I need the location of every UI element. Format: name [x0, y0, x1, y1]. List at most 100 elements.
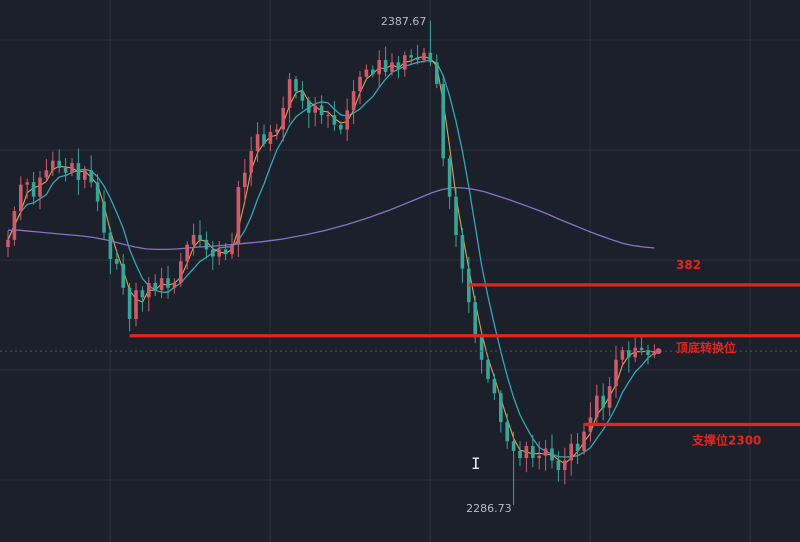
candle-body: [83, 170, 87, 180]
candle-body: [556, 460, 561, 471]
candle-body: [505, 422, 509, 442]
candle: [492, 373, 497, 400]
candle-body: [294, 79, 298, 92]
candle-body: [422, 52, 426, 60]
candle-body: [262, 134, 266, 144]
candle-body: [147, 282, 151, 298]
candle-body: [383, 59, 388, 72]
high-price-label: 2387.67: [381, 15, 427, 28]
candle: [127, 282, 132, 332]
candle: [44, 159, 49, 182]
candle-body: [511, 441, 516, 451]
candle: [422, 47, 426, 63]
candle: [102, 190, 106, 240]
candle: [447, 155, 452, 209]
annotation-label-2: 支撑位2300: [691, 432, 761, 447]
candle-body: [403, 55, 407, 70]
text-cursor-glyph: I: [471, 454, 481, 473]
candle-body: [198, 235, 202, 240]
candle-body: [569, 443, 573, 461]
candle-body: [326, 115, 330, 117]
candle-body: [499, 393, 503, 423]
candle: [230, 232, 234, 259]
current-price-dot: [655, 348, 662, 355]
candle-body: [595, 395, 599, 418]
candle: [12, 206, 17, 246]
candle: [300, 80, 305, 110]
candle-body: [409, 55, 413, 58]
candle-body: [563, 460, 567, 471]
candle: [204, 231, 209, 259]
candle: [531, 434, 535, 468]
candle-body: [460, 235, 465, 269]
candle-body: [204, 239, 209, 250]
candle: [6, 230, 10, 257]
candle-body: [31, 182, 36, 197]
candle-body: [211, 249, 215, 257]
candle-body: [518, 450, 522, 459]
candle: [486, 355, 490, 383]
candle: [627, 341, 631, 373]
candle-body: [275, 129, 279, 132]
candle-body: [473, 302, 477, 336]
candle-body: [531, 446, 535, 459]
candle-body: [140, 290, 145, 298]
candle: [569, 433, 573, 476]
candle-body: [441, 83, 445, 159]
candle: [428, 20, 433, 67]
candle: [441, 75, 445, 167]
candle-body: [339, 124, 343, 130]
candle: [179, 252, 183, 287]
candle: [255, 122, 260, 162]
candle-body: [115, 259, 119, 264]
candle-body: [300, 91, 305, 101]
candle-body: [223, 249, 228, 255]
candle-body: [415, 57, 420, 60]
candle-body: [633, 347, 637, 358]
candle-body: [76, 163, 81, 180]
candle-body: [524, 446, 529, 459]
candle: [63, 158, 68, 182]
candle: [435, 54, 439, 89]
candle-body: [614, 359, 618, 387]
candle-body: [70, 163, 74, 173]
candle-body: [230, 244, 234, 255]
candle: [89, 155, 93, 188]
candle-body: [127, 287, 132, 319]
candle-body: [486, 359, 490, 379]
candle-body: [620, 350, 625, 360]
candle-body: [102, 201, 106, 233]
candle: [390, 53, 394, 76]
candle-body: [351, 91, 356, 111]
candle: [332, 101, 337, 131]
candle: [211, 241, 215, 270]
candle: [249, 136, 253, 187]
candle-body: [166, 278, 170, 288]
candle: [281, 96, 285, 142]
candle-body: [51, 160, 55, 171]
candle-body: [243, 172, 247, 188]
candle-body: [364, 69, 369, 77]
candle-body: [57, 160, 61, 168]
candle: [95, 174, 100, 212]
candle: [313, 96, 317, 127]
candle: [415, 44, 420, 65]
candle-body: [19, 184, 23, 212]
candle-body: [172, 282, 177, 288]
candle-body: [153, 282, 157, 291]
candle: [198, 220, 202, 247]
candle: [358, 70, 362, 105]
candle-body: [249, 151, 253, 173]
candle: [153, 274, 157, 297]
candle: [371, 65, 375, 78]
candle: [563, 447, 567, 485]
candle-body: [627, 350, 631, 358]
candle-body: [134, 290, 138, 319]
candle-body: [307, 100, 311, 113]
candle: [652, 344, 657, 359]
candle: [275, 123, 279, 140]
candle-body: [185, 244, 189, 262]
candle: [134, 282, 138, 327]
candle: [460, 227, 465, 284]
